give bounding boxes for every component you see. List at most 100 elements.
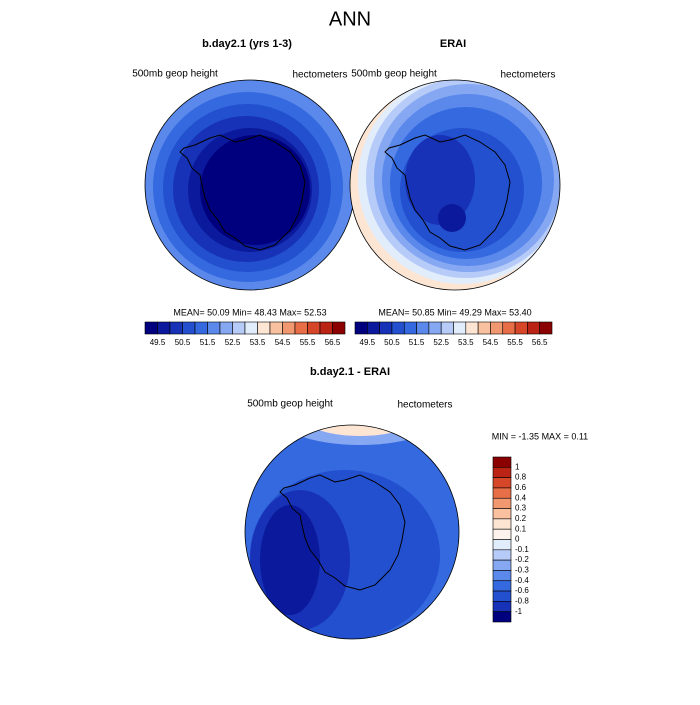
colorbar: 49.5 50.5 51.5 52.5 53.5 54.5 55.5 56.5 [144, 321, 346, 347]
colorbar-label: 50.5 [384, 338, 400, 347]
colorbar: 49.5 50.5 51.5 52.5 53.5 54.5 55.5 56.5 [354, 321, 553, 347]
colorbar-label: 56.5 [532, 338, 548, 347]
map-border [244, 424, 460, 640]
colorbar-box [416, 321, 430, 335]
colorbar-label: 52.5 [433, 338, 449, 347]
colorbar-box [527, 321, 540, 335]
colorbar-box [391, 321, 405, 335]
colorbar-box [492, 601, 512, 612]
colorbar-label: 51.5 [409, 338, 425, 347]
colorbar-box [514, 321, 528, 335]
stats: MEAN= 50.85 Min= 49.29 Max= 53.40 [378, 307, 531, 317]
colorbar-label: -0.2 [515, 555, 529, 564]
colorbar-label: 0.6 [515, 483, 527, 492]
colorbar-box [492, 549, 512, 561]
colorbar-box [269, 321, 283, 335]
variable-label: 500mb geop height [247, 399, 333, 410]
colorbar-box [477, 321, 491, 335]
colorbar-box [319, 321, 333, 335]
colorbar-label: 54.5 [275, 338, 291, 347]
colorbar-box [354, 321, 368, 335]
colorbar-box [492, 580, 512, 592]
panel-title: b.day2.1 - ERAI [310, 366, 390, 378]
colorbar-box [465, 321, 479, 335]
colorbar-box [492, 590, 512, 602]
colorbar-box [169, 321, 183, 335]
colorbar-label: 49.5 [150, 338, 166, 347]
colorbar-label: 52.5 [225, 338, 241, 347]
colorbar-box [307, 321, 321, 335]
colorbar-label: 51.5 [200, 338, 216, 347]
colorbar-label: -1 [515, 607, 523, 616]
stats: MEAN= 50.09 Min= 48.43 Max= 52.53 [173, 307, 326, 317]
panel-title: ERAI [440, 38, 466, 50]
map [350, 80, 560, 290]
colorbar-label: -0.3 [515, 566, 529, 575]
units-label: hectometers [292, 70, 347, 81]
colorbar-box [492, 518, 512, 530]
colorbar-label: 1 [515, 462, 520, 471]
colorbar-box [492, 456, 512, 468]
colorbar-label: 0.3 [515, 504, 527, 513]
colorbar-box [428, 321, 442, 335]
colorbar-label: 0.8 [515, 473, 527, 482]
colorbar: 1 0.80.60.4 0.30.20.1 0-0.1-0.2 -0.3-0.4-0.6… [492, 456, 529, 623]
colorbar-box [539, 321, 553, 335]
colorbar-box [294, 321, 308, 335]
colorbar-box [194, 321, 208, 335]
colorbar-box [282, 321, 296, 335]
variable-label: 500mb geop height [132, 69, 218, 80]
units-label: hectometers [500, 70, 555, 81]
colorbar-label: 50.5 [175, 338, 191, 347]
panel-title: b.day2.1 (yrs 1-3) [202, 38, 292, 50]
colorbar-label: 55.5 [300, 338, 316, 347]
figure-title: ANN [329, 8, 371, 30]
colorbar-box [403, 321, 417, 335]
colorbar-label: 55.5 [507, 338, 523, 347]
stats: MIN = -1.35 MAX = 0.11 [492, 431, 588, 441]
colorbar-box [207, 321, 221, 335]
units-label: hectometers [397, 400, 452, 411]
map [245, 425, 459, 639]
colorbar-label: 0.1 [515, 524, 527, 533]
map-border [349, 79, 561, 291]
colorbar-box [492, 539, 512, 551]
colorbar-label: 49.5 [360, 338, 376, 347]
colorbar-label: 54.5 [483, 338, 499, 347]
colorbar-label: 56.5 [325, 338, 341, 347]
colorbar-label: -0.6 [515, 586, 529, 595]
colorbar-box [492, 559, 512, 571]
colorbar-box [453, 321, 467, 335]
map [145, 80, 355, 290]
colorbar-box [502, 321, 516, 335]
colorbar-box [492, 508, 512, 520]
colorbar-box [219, 321, 233, 335]
colorbar-label: -0.1 [515, 545, 529, 554]
colorbar-box [144, 321, 158, 335]
colorbar-box [440, 321, 454, 335]
variable-label: 500mb geop height [351, 69, 437, 80]
colorbar-box [492, 497, 512, 509]
colorbar-label: 53.5 [458, 338, 474, 347]
colorbar-label: -0.8 [515, 596, 529, 605]
colorbar-box [379, 321, 393, 335]
colorbar-box [367, 321, 380, 335]
colorbar-box [490, 321, 504, 335]
colorbar-box [257, 321, 271, 335]
colorbar-label: 0.2 [515, 514, 527, 523]
colorbar-box [492, 528, 512, 540]
colorbar-label: 53.5 [250, 338, 266, 347]
colorbar-label: 0 [515, 535, 520, 544]
colorbar-box [182, 321, 196, 335]
colorbar-label: -0.4 [515, 576, 529, 585]
colorbar-box [157, 321, 171, 335]
colorbar-box [492, 611, 512, 623]
colorbar-box [244, 321, 258, 335]
colorbar-box [492, 570, 512, 582]
colorbar-box [332, 321, 346, 335]
colorbar-box [492, 477, 512, 489]
colorbar-box [492, 487, 512, 499]
colorbar-label: 0.4 [515, 493, 527, 502]
colorbar-box [492, 467, 512, 478]
